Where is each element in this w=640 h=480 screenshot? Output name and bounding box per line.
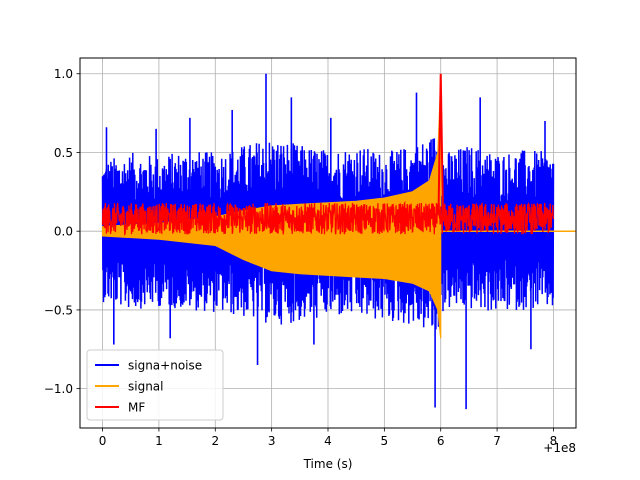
legend-label-signal: signal [128, 380, 164, 394]
legend: signa+noise signal MF [86, 349, 224, 421]
x-tick-label: 8 [550, 434, 558, 448]
x-tick-label: 5 [381, 434, 389, 448]
y-tick-label: −0.5 [44, 303, 73, 317]
legend-box [86, 349, 224, 421]
legend-label-signal-noise: signa+noise [128, 359, 202, 373]
series-mf-line [101, 200, 555, 237]
x-tick-label: 7 [493, 434, 501, 448]
y-tick-label: 0.5 [54, 146, 73, 160]
x-tick-label: 1 [155, 434, 163, 448]
legend-label-mf: MF [128, 401, 145, 415]
x-tick-label: 6 [437, 434, 445, 448]
y-tick-label: 1.0 [54, 67, 73, 81]
series-mf-peak [437, 73, 444, 216]
x-tick-label: 0 [99, 434, 107, 448]
x-tick-label: 4 [324, 434, 332, 448]
y-tick-label: −1.0 [44, 382, 73, 396]
plot-area [101, 73, 576, 410]
x-axis-label: Time (s) [303, 457, 353, 471]
x-tick-label: 2 [211, 434, 219, 448]
x-axis-offset-label: +1e8 [543, 441, 576, 455]
axis-ticks: 0 1 2 3 4 5 6 7 8 −1.0 −0.5 0.0 0.5 1.0 [44, 67, 557, 448]
x-tick-label: 3 [268, 434, 276, 448]
y-tick-label: 0.0 [54, 225, 73, 239]
